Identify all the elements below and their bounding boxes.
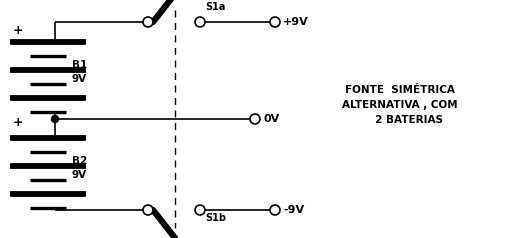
Text: +: + [12, 24, 23, 36]
Text: 0V: 0V [263, 114, 279, 124]
Text: -9V: -9V [283, 205, 304, 215]
Text: B1
9V: B1 9V [72, 60, 87, 84]
Circle shape [270, 205, 280, 215]
Text: S1b: S1b [205, 213, 226, 223]
Circle shape [195, 205, 205, 215]
Circle shape [143, 205, 153, 215]
Text: S1a: S1a [205, 2, 225, 12]
Circle shape [195, 17, 205, 27]
Circle shape [143, 17, 153, 27]
Circle shape [270, 17, 280, 27]
Text: FONTE  SIMÉTRICA
ALTERNATIVA , COM
     2 BATERIAS: FONTE SIMÉTRICA ALTERNATIVA , COM 2 BATE… [342, 85, 458, 125]
Text: +9V: +9V [283, 17, 309, 27]
Text: B2
9V: B2 9V [72, 156, 87, 180]
Circle shape [51, 115, 58, 123]
Text: +: + [12, 116, 23, 129]
Circle shape [250, 114, 260, 124]
